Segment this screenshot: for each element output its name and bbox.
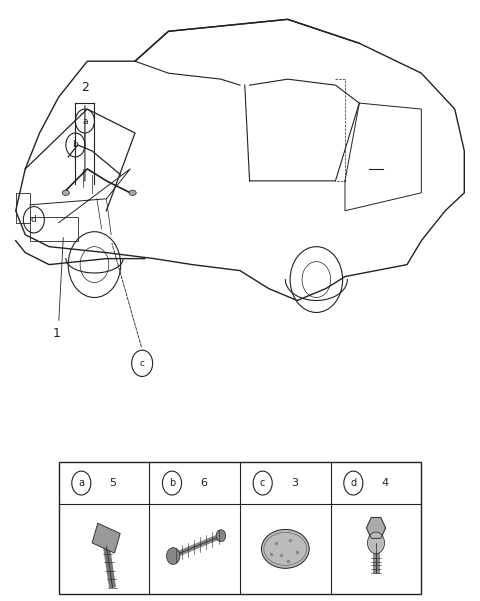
Text: 2: 2 (81, 81, 89, 94)
Bar (30, 217, 78, 240)
Text: a: a (78, 478, 84, 488)
Text: c: c (260, 478, 265, 488)
Text: d: d (31, 215, 36, 224)
Polygon shape (366, 517, 385, 538)
Circle shape (216, 529, 226, 542)
Bar (92, 523, 120, 553)
Bar (16, 193, 30, 223)
Ellipse shape (129, 190, 136, 195)
Circle shape (167, 548, 180, 564)
Circle shape (367, 532, 384, 554)
Bar (59, 462, 421, 594)
Text: b: b (72, 141, 78, 150)
Text: 3: 3 (291, 478, 298, 488)
Text: d: d (350, 478, 357, 488)
Text: 1: 1 (52, 327, 60, 340)
Text: 6: 6 (200, 478, 207, 488)
Ellipse shape (62, 190, 70, 195)
Text: b: b (169, 478, 175, 488)
Text: a: a (82, 117, 88, 126)
Ellipse shape (262, 529, 309, 569)
Text: 4: 4 (382, 478, 389, 488)
Text: c: c (140, 359, 144, 368)
Text: 5: 5 (109, 478, 117, 488)
